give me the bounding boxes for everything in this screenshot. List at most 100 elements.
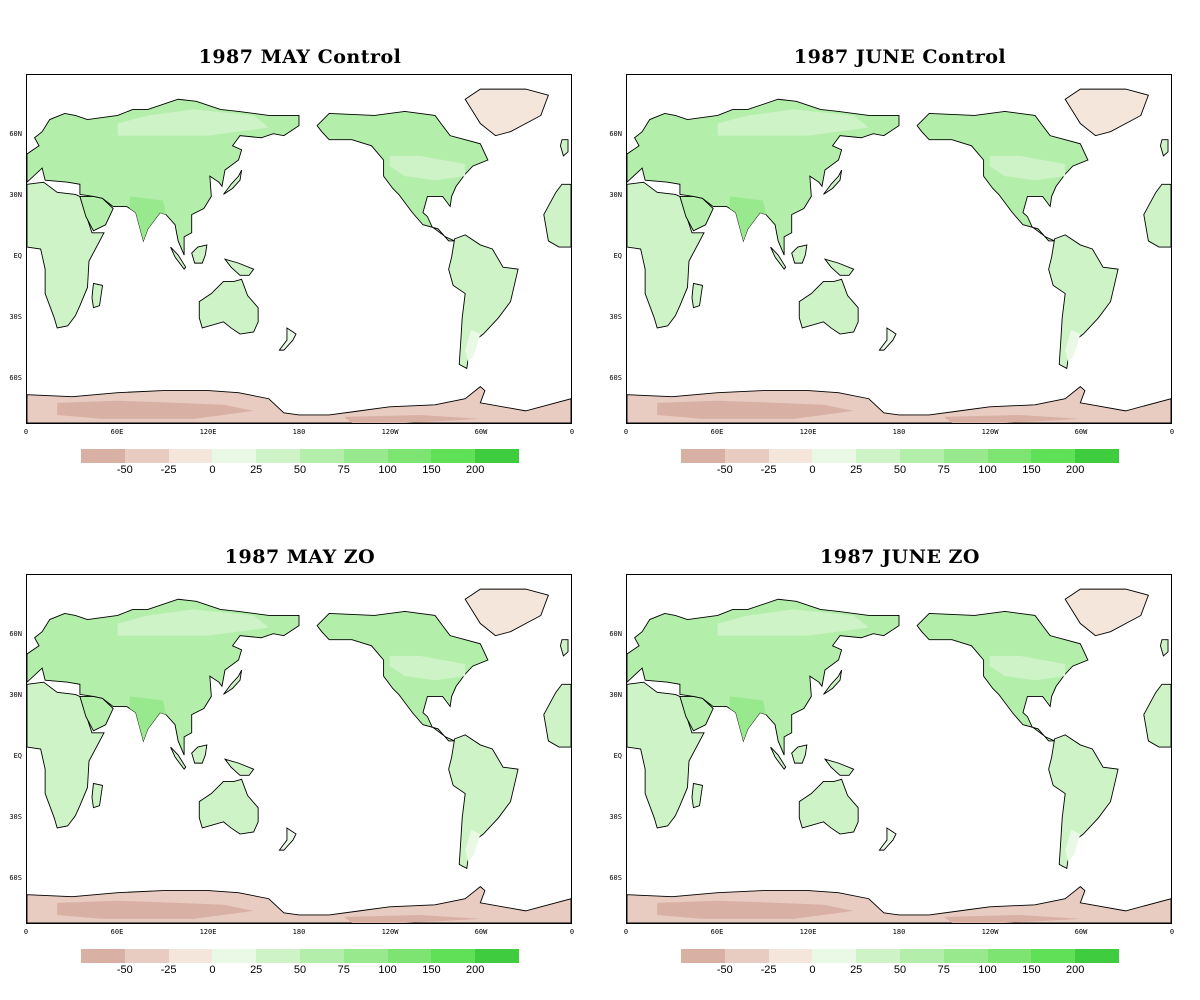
landmass-antarctica-dark: [657, 900, 854, 919]
lon-tick-label: 60E: [710, 928, 724, 936]
landmass-australia: [198, 778, 259, 835]
colorbar-tick-label: 75: [337, 964, 350, 976]
map-panel-june-zo: 1987 JUNE ZO 60N 30N EQ 30S 60S 0 60E 120E 180 12…: [600, 500, 1200, 1000]
landmass-sa-pale: [465, 329, 481, 363]
colorbar-tick-label: -50: [116, 964, 133, 976]
landmass-arabia: [679, 695, 714, 732]
landmass-arabia: [679, 195, 714, 232]
landmass-arabia: [79, 695, 114, 732]
lon-tick-label: 120W: [381, 928, 399, 936]
landmass-eurasia: [27, 98, 300, 256]
colorbar-tick-label: 200: [466, 964, 485, 976]
landmass-new-guinea: [223, 258, 255, 276]
colorbar-swatch: [681, 949, 725, 963]
landmass-antarctica-dark: [57, 400, 254, 419]
colorbar-tick-label: -25: [760, 464, 777, 476]
map-frame: [26, 74, 572, 424]
landmass-india-band: [729, 196, 766, 241]
lat-tick-label: 30S: [9, 313, 22, 322]
lon-tick-label: 0: [569, 428, 575, 436]
landmass-siberia-band: [717, 109, 869, 136]
colorbar-swatch: [343, 949, 388, 963]
landmass-na-band: [389, 655, 466, 681]
lat-tick-label: 30S: [609, 813, 622, 822]
landmass-madagascar: [691, 282, 704, 309]
lon-tick-label: 180: [292, 928, 306, 936]
colorbar-tick-label: 150: [1022, 464, 1041, 476]
colorbar-tick-label: 50: [893, 464, 907, 476]
colorbar-swatch: [899, 949, 944, 963]
map-frame: [626, 574, 1172, 924]
colorbar: [681, 449, 1119, 463]
landmass-sumatra: [170, 746, 187, 770]
lat-tick-label: 60S: [9, 874, 22, 883]
colorbar-tick-label: 25: [250, 964, 263, 976]
landmass-sumatra: [770, 746, 787, 770]
lon-tick-label: 0: [569, 928, 575, 936]
colorbar-tick-label: 200: [1066, 964, 1085, 976]
colorbar-tick-label: -50: [116, 464, 133, 476]
lon-tick-label: 180: [892, 928, 906, 936]
landmass-australia: [798, 278, 859, 335]
world-map: [27, 75, 571, 423]
landmass-north-america: [316, 110, 489, 242]
landmass-new-zealand: [878, 827, 897, 851]
colorbar-tick-label: 75: [337, 464, 350, 476]
lon-tick-label: 120W: [981, 928, 999, 936]
landmass-sa-pale: [1065, 829, 1081, 863]
colorbar-swatch: [387, 949, 432, 963]
lat-tick-label: 60S: [609, 874, 622, 883]
colorbar-tick-label: -50: [716, 464, 733, 476]
landmass-borneo: [791, 744, 808, 764]
colorbar-swatch: [768, 449, 813, 463]
landmass-na-band: [989, 655, 1066, 681]
lon-tick-label: 60W: [474, 928, 488, 936]
landmass-japan: [223, 669, 243, 695]
colorbar-tick-label: 50: [293, 964, 307, 976]
landmass-north-america: [316, 610, 489, 742]
world-map: [27, 575, 571, 923]
colorbar-swatch: [856, 949, 900, 963]
lat-tick-label: EQ: [13, 752, 22, 761]
colorbar-tick-label: -25: [160, 964, 177, 976]
colorbar: [681, 949, 1119, 963]
lat-tick-label: 60N: [609, 630, 622, 639]
colorbar-tick-label: 150: [422, 464, 441, 476]
lat-tick-label: 30S: [9, 813, 22, 822]
landmass-eurasia: [627, 598, 900, 756]
map-panel-june-control: 1987 JUNE Control 60N 30N EQ 30S 60S 0 60E 120E…: [600, 0, 1200, 500]
colorbar-tick-label: 0: [209, 964, 216, 976]
colorbar-tick-label: 100: [978, 964, 997, 976]
colorbar-swatch: [343, 449, 388, 463]
landmass-north-america: [916, 110, 1089, 242]
lat-tick-label: 60N: [9, 130, 22, 139]
colorbar-swatch: [212, 449, 257, 463]
lon-tick-label: 0: [1169, 928, 1175, 936]
colorbar-tick-label: 100: [378, 464, 397, 476]
landmass-antarctica-dark2: [944, 914, 1081, 923]
colorbar-swatch: [256, 949, 300, 963]
colorbar-swatch: [475, 949, 519, 963]
lat-tick-label: 30N: [9, 191, 22, 200]
lon-tick-label: 0: [623, 928, 629, 936]
lon-tick-label: 0: [623, 428, 629, 436]
landmass-australia: [798, 778, 859, 835]
colorbar-swatch: [943, 949, 988, 963]
colorbar-tick-label: 50: [893, 964, 907, 976]
colorbar-swatch: [943, 449, 988, 463]
colorbar: [81, 449, 519, 463]
colorbar-tick-label: 150: [422, 964, 441, 976]
colorbar-swatch: [1031, 449, 1076, 463]
map-frame: [26, 574, 572, 924]
colorbar-tick-label: 150: [1022, 964, 1041, 976]
lon-tick-label: 120E: [199, 428, 217, 436]
landmass-borneo: [791, 244, 808, 264]
landmass-antarctica-dark: [57, 900, 254, 919]
lat-tick-label: 30S: [609, 313, 622, 322]
colorbar-swatch: [856, 449, 900, 463]
landmass-eurasia: [627, 98, 900, 256]
colorbar-tick-label: -25: [760, 964, 777, 976]
lon-tick-label: 60E: [110, 428, 124, 436]
colorbar-swatch: [1031, 949, 1076, 963]
landmass-greenland: [464, 88, 549, 137]
